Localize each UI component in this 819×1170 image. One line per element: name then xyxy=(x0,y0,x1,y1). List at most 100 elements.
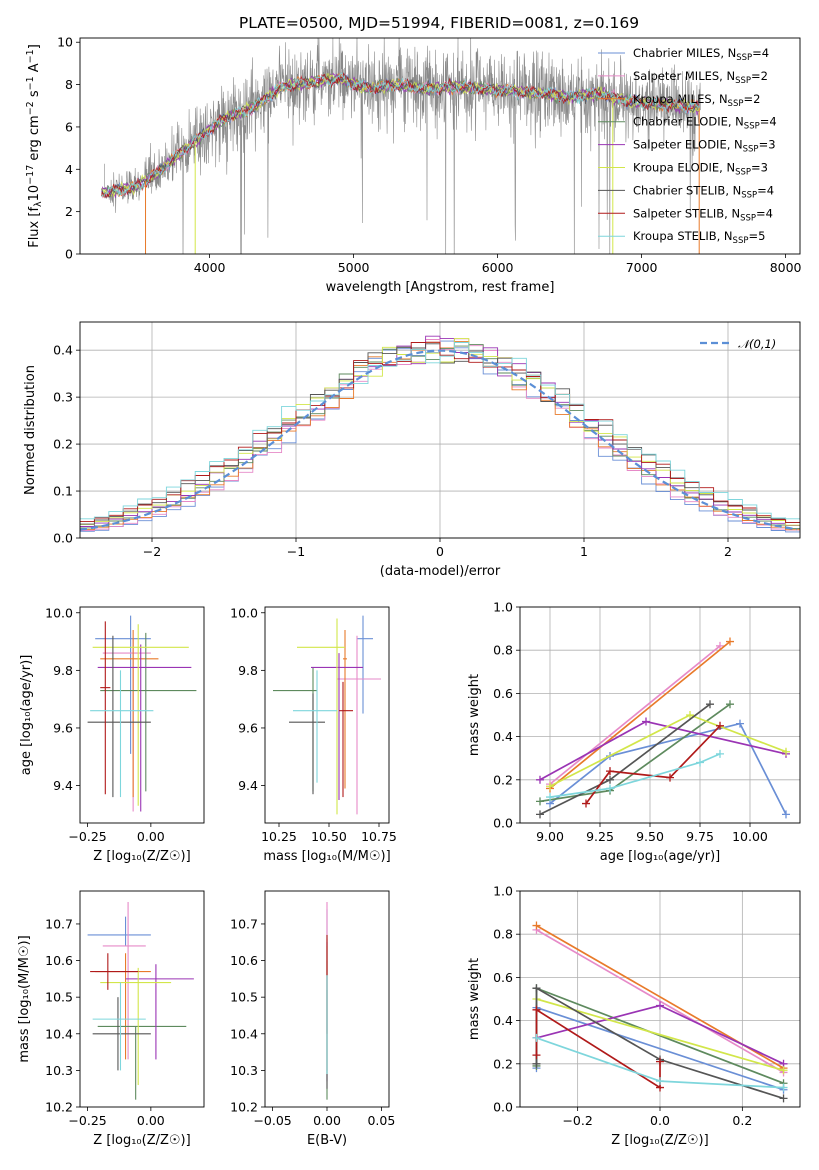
axes-frame xyxy=(79,890,205,1108)
axes-frame xyxy=(264,890,390,1108)
weight-point-6 xyxy=(532,1059,541,1068)
legend-entry-name: Kroupa STELIB, N xyxy=(633,229,733,243)
y-tick-label: 0 xyxy=(65,247,73,262)
weight-point-7 xyxy=(532,1051,541,1060)
y-tick-label: 10.3 xyxy=(45,1063,73,1078)
y-tick-label: 0.2 xyxy=(493,772,513,787)
y-tick-label: 10.0 xyxy=(230,605,258,620)
legend-entry-sub: SSP xyxy=(740,213,756,223)
legend-entry-name: Chabrier ELODIE, N xyxy=(633,115,744,129)
y-axis-label-part: −1 xyxy=(25,76,36,90)
weight-series-1 xyxy=(549,645,721,785)
y-tick-label: 0.1 xyxy=(53,484,73,499)
model-spectrum-3 xyxy=(101,74,699,197)
weight-point-5 xyxy=(546,782,554,791)
y-axis-label-part: A xyxy=(27,63,42,76)
y-tick-label: 9.8 xyxy=(238,663,258,678)
y-tick-label: 0.3 xyxy=(53,390,73,405)
y-axis-label: Flux [fλ10−17 erg cm−2 s−1 A−1] xyxy=(25,44,44,248)
x-axis-label: (data-model)/error xyxy=(380,564,501,579)
x-tick-label: −2 xyxy=(143,544,161,559)
x-tick-label: 10.25 xyxy=(261,829,297,844)
plot-area xyxy=(273,615,381,815)
weight-point-6 xyxy=(779,1094,788,1103)
y-axis-label-part: ] xyxy=(27,44,42,49)
y-tick-label: 2 xyxy=(65,204,73,219)
x-axis-label: mass [log₁₀(M/M☉)] xyxy=(263,849,390,864)
weight-point-4 xyxy=(656,1001,664,1010)
y-axis-label-part: −1 xyxy=(25,49,36,63)
weight-vs-age-panel: 9.00 9.25 9.50 9.75 10.00 0.0 0.2 0.4 0.6 0.8 1.0 a… xyxy=(467,600,801,864)
y-tick-label: 9.4 xyxy=(53,778,73,793)
weight-series-7 xyxy=(585,725,721,805)
legend-entry-count: =2 xyxy=(743,92,760,106)
weight-point-5 xyxy=(686,711,694,719)
x-axis-label: E(B-V) xyxy=(307,1133,347,1148)
x-tick-label: 0 xyxy=(436,544,444,559)
x-tick-label: 7000 xyxy=(626,260,658,275)
x-tick-label: 10.75 xyxy=(361,829,397,844)
weight-point-7 xyxy=(532,1005,541,1014)
legend-entry-name: Chabrier MILES, N xyxy=(633,46,736,60)
plot-area xyxy=(536,637,790,819)
y-tick-label: 9.8 xyxy=(53,663,73,678)
x-axis-label: Z [log₁₀(Z/Z☉)] xyxy=(611,1133,708,1148)
legend-entry-sub: SSP xyxy=(743,145,759,155)
weight-point-7 xyxy=(582,799,590,808)
y-tick-label: 4 xyxy=(65,162,73,177)
y-tick-label: 10.7 xyxy=(230,916,258,931)
plot-area xyxy=(80,335,800,533)
y-tick-label: 10 xyxy=(57,35,73,50)
weight-point-2 xyxy=(532,921,541,930)
y-tick-label: 0.6 xyxy=(493,686,513,701)
axes-frame xyxy=(79,321,801,539)
weight-point-7 xyxy=(656,1057,664,1066)
x-tick-label: 0.00 xyxy=(313,1113,341,1128)
weight-series-1 xyxy=(536,929,784,1074)
residual-histogram-7 xyxy=(80,341,800,524)
y-tick-label: 10.5 xyxy=(230,990,258,1005)
y-axis-label-part: −17 xyxy=(25,165,36,185)
legend-entry-name: Salpeter STELIB, N xyxy=(633,206,740,220)
weight-series-7 xyxy=(535,1008,661,1090)
weight-series-2 xyxy=(549,640,731,790)
residual-histogram-8 xyxy=(80,342,800,520)
legend-entry-sub: SSP xyxy=(735,76,751,86)
weight-point-8 xyxy=(779,1083,788,1092)
y-tick-label: 10.4 xyxy=(45,1026,73,1041)
legend-entry-sub: SSP xyxy=(728,99,744,109)
weight-point-3 xyxy=(726,700,734,709)
weight-point-0 xyxy=(782,810,790,819)
residual-histogram-4 xyxy=(80,335,800,527)
weight-point-8 xyxy=(696,758,704,767)
plot-area xyxy=(87,901,194,1100)
plot-area xyxy=(532,921,788,1103)
y-tick-label: 10.4 xyxy=(230,1026,258,1041)
x-tick-label: 4000 xyxy=(194,260,226,275)
x-tick-label: 10.50 xyxy=(311,829,347,844)
y-axis-label: Normed distribution xyxy=(23,365,38,495)
weight-point-1 xyxy=(716,641,724,650)
weight-point-8 xyxy=(716,749,724,758)
y-tick-label: 10.2 xyxy=(230,1100,258,1115)
y-axis-label: mass weight xyxy=(467,958,482,1040)
axes-frame xyxy=(519,606,801,824)
y-tick-label: 10.6 xyxy=(45,953,73,968)
x-tick-label: 0.05 xyxy=(367,1113,395,1128)
y-tick-label: 9.6 xyxy=(238,720,258,735)
y-tick-label: 10.5 xyxy=(45,990,73,1005)
spectrum-panel: 4000 5000 6000 7000 8000 0 2 4 6 8 10 wavelength [A… xyxy=(25,35,802,295)
x-tick-label: 9.75 xyxy=(686,829,714,844)
x-tick-label: 2 xyxy=(724,544,732,559)
y-axis-label-part: s xyxy=(27,90,42,101)
y-axis-label: mass [log₁₀(M/M☉)] xyxy=(17,935,32,1062)
y-tick-label: 10.3 xyxy=(230,1063,258,1078)
weight-point-5 xyxy=(779,1066,788,1075)
y-tick-label: 0.8 xyxy=(493,643,513,658)
x-tick-label: −0.25 xyxy=(68,1113,106,1128)
x-axis-label: Z [log₁₀(Z/Z☉)] xyxy=(93,1133,190,1148)
weight-point-8 xyxy=(656,1077,664,1086)
legend-entry-name: Kroupa MILES, N xyxy=(633,92,728,106)
